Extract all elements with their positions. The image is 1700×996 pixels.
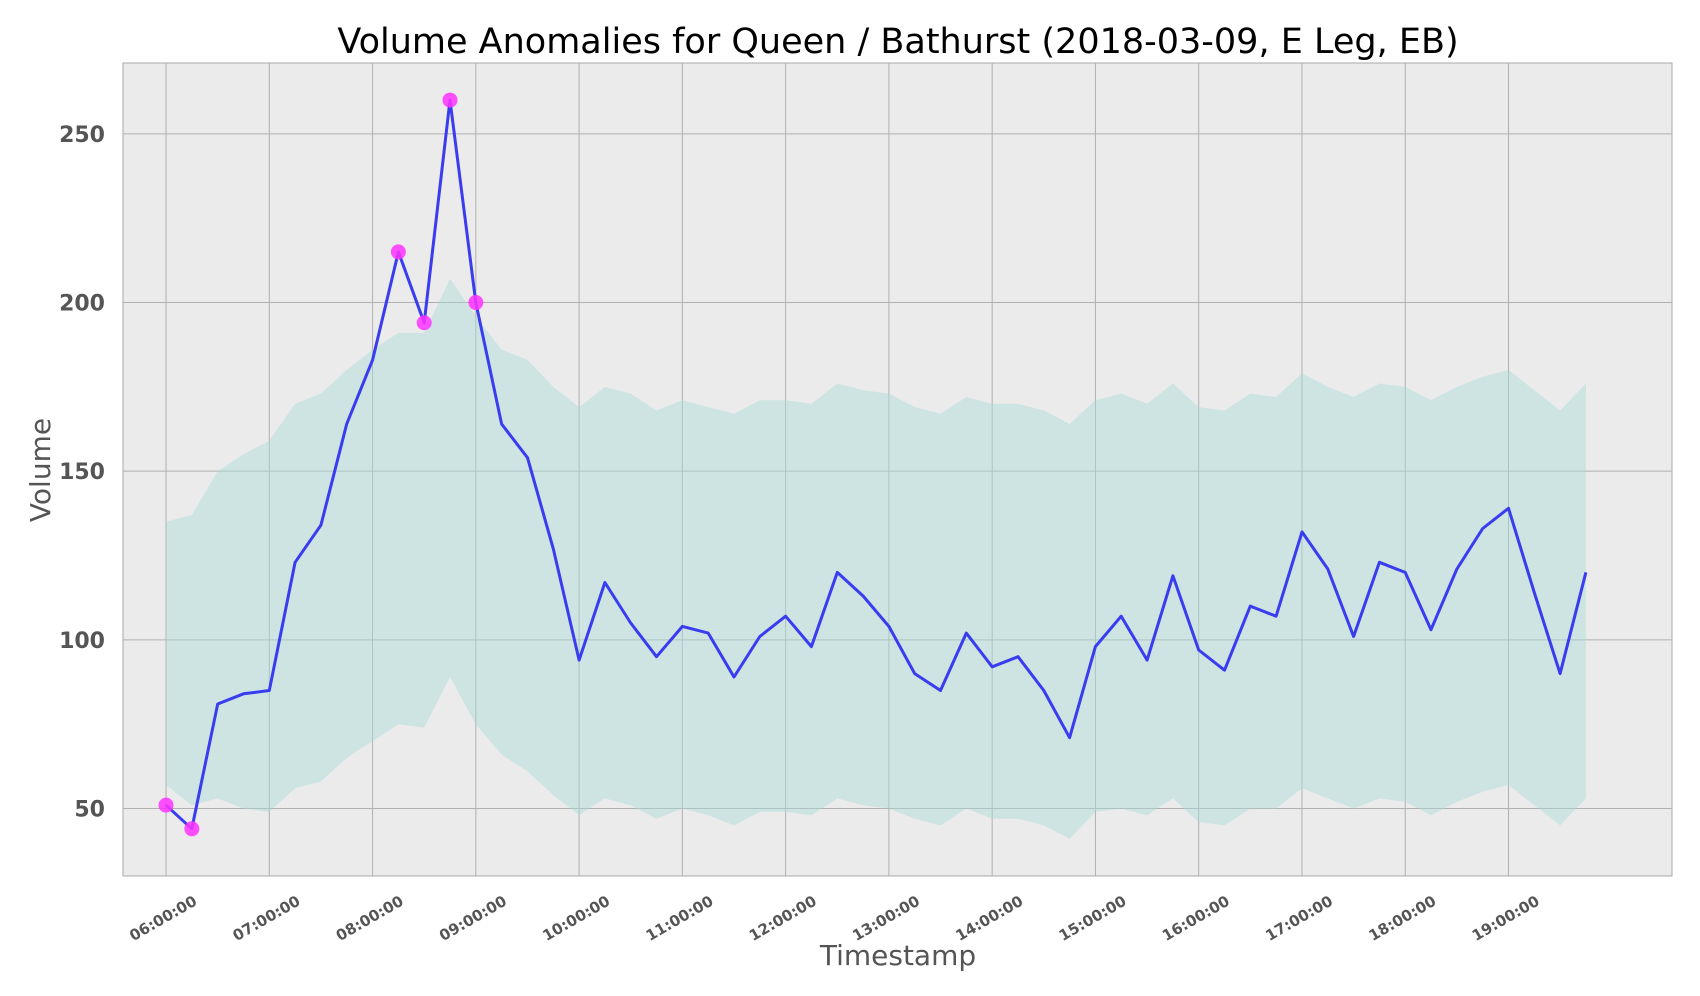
anomaly-markers (158, 92, 484, 837)
x-tick-label: 14:00:00 (953, 892, 1027, 945)
x-tick-label: 11:00:00 (643, 892, 717, 945)
plot-background (122, 62, 1673, 877)
y-tick-labels: 50 100 150 200 250 (59, 123, 105, 823)
anomaly-point (468, 295, 484, 311)
anomaly-point (390, 244, 406, 260)
x-tick-label: 19:00:00 (1469, 892, 1543, 945)
y-tick-label: 250 (59, 123, 105, 148)
x-tick-label: 12:00:00 (746, 892, 820, 945)
x-tick-labels: 06:00:00 07:00:00 08:00:00 09:00:00 10:00:00… (126, 892, 1542, 945)
y-axis-label: Volume (24, 418, 57, 522)
x-tick-label: 16:00:00 (1159, 892, 1233, 945)
x-tick-label: 09:00:00 (436, 892, 510, 945)
anomaly-point (442, 92, 458, 108)
chart-title: Volume Anomalies for Queen / Bathurst (2… (337, 22, 1458, 62)
y-tick-label: 200 (59, 292, 105, 317)
anomaly-point (158, 797, 174, 813)
anomaly-point (416, 315, 432, 331)
series-group (164, 98, 1588, 831)
y-tick-label: 150 (59, 460, 105, 485)
x-tick-label: 10:00:00 (539, 892, 613, 945)
grid (123, 63, 1672, 876)
x-tick-label: 07:00:00 (230, 892, 304, 945)
x-tick-label: 13:00:00 (849, 892, 923, 945)
x-tick-label: 15:00:00 (1056, 892, 1130, 945)
y-tick-label: 100 (59, 629, 105, 654)
x-tick-label: 18:00:00 (1366, 892, 1440, 945)
confidence-band (166, 278, 1586, 839)
anomaly-point (184, 821, 200, 837)
x-tick-label: 06:00:00 (126, 892, 200, 945)
x-tick-label: 17:00:00 (1262, 892, 1336, 945)
y-tick-label: 50 (74, 798, 105, 823)
x-tick-label: 08:00:00 (333, 892, 407, 945)
volume-series-line (164, 98, 1588, 831)
x-axis-label: Timestamp (819, 939, 976, 972)
